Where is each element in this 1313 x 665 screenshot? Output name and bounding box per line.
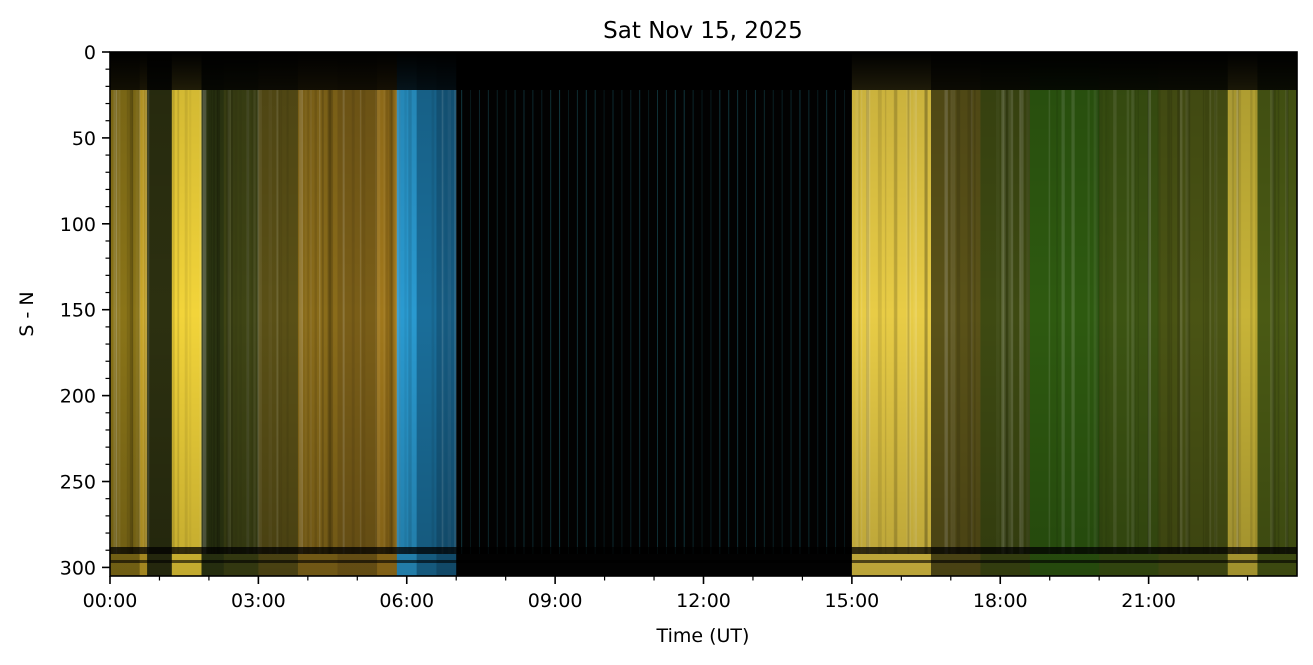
- bottom-dark-line-2: [110, 560, 1297, 563]
- plot-area: [110, 52, 1297, 576]
- y-tick-label: 300: [60, 557, 96, 579]
- chart-title: Sat Nov 15, 2025: [603, 18, 803, 44]
- y-tick-label: 150: [60, 300, 96, 322]
- x-tick-label: 00:00: [83, 590, 138, 612]
- y-tick-label: 200: [60, 386, 96, 408]
- y-tick-label: 100: [60, 214, 96, 236]
- y-tick-label: 50: [72, 128, 96, 150]
- vertical-shading: [110, 52, 1297, 576]
- y-tick-label: 0: [84, 42, 96, 64]
- x-tick-label: 03:00: [231, 590, 286, 612]
- x-tick-label: 12:00: [676, 590, 731, 612]
- x-tick-label: 21:00: [1121, 590, 1176, 612]
- y-axis: 0 50 100 150 200 250 300: [60, 42, 110, 579]
- x-tick-label: 09:00: [528, 590, 583, 612]
- x-axis: 00:00 03:00 06:00 09:00 12:00 15:00 18:00 21:00: [83, 576, 1249, 612]
- y-axis-label: S - N: [16, 291, 38, 336]
- x-axis-label: Time (UT): [656, 625, 750, 647]
- bottom-dark-line: [110, 547, 1297, 554]
- x-tick-label: 18:00: [973, 590, 1028, 612]
- y-tick-label: 250: [60, 472, 96, 494]
- top-dark-strip: [110, 52, 1297, 90]
- x-tick-label: 06:00: [379, 590, 434, 612]
- x-tick-label: 15:00: [824, 590, 879, 612]
